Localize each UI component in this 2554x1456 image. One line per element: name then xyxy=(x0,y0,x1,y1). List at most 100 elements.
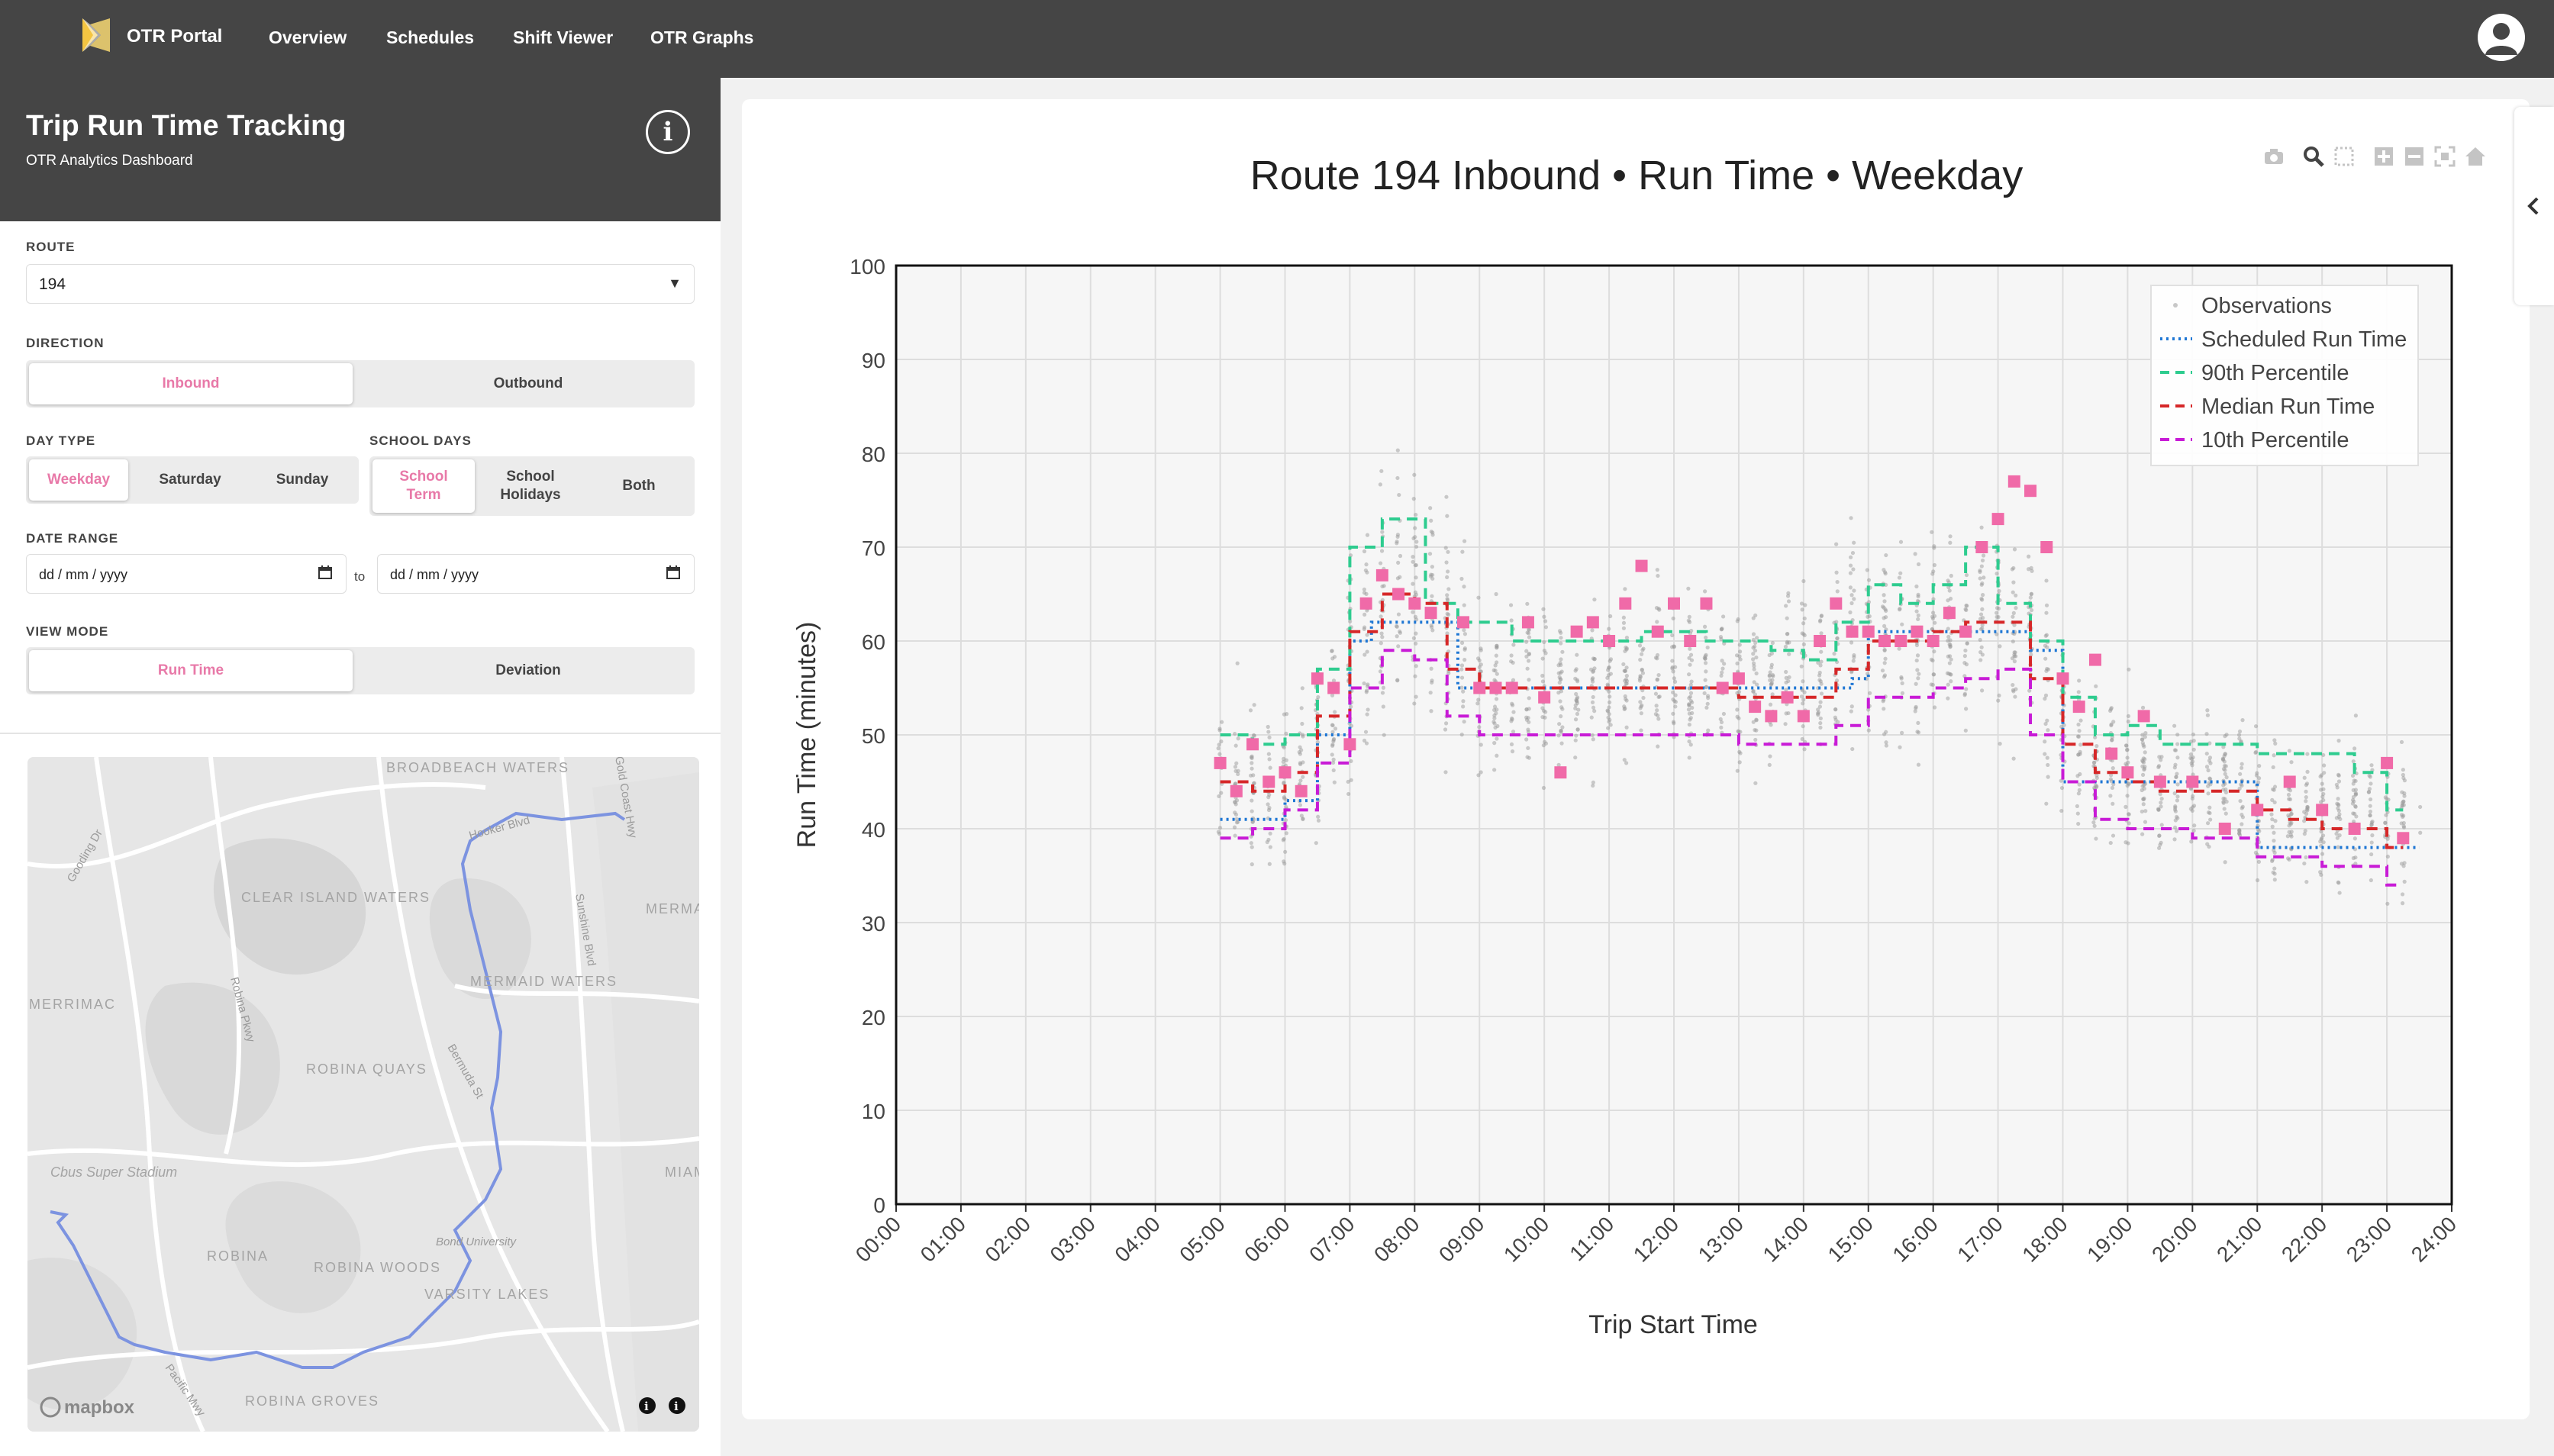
observation-point xyxy=(1980,558,1985,563)
x-axis-title: Trip Start Time xyxy=(1588,1310,1758,1339)
school-days-holidays-button[interactable]: School Holidays xyxy=(500,469,561,503)
day-type-sunday-button[interactable]: Sunday xyxy=(276,472,329,488)
calendar-icon[interactable] xyxy=(318,565,332,579)
observation-point xyxy=(1509,742,1514,747)
view-mode-deviation-button[interactable]: Deviation xyxy=(495,662,561,678)
road-network xyxy=(27,757,699,1432)
view-mode-run-time-button[interactable]: Run Time xyxy=(29,650,353,691)
user-avatar-icon[interactable] xyxy=(2478,14,2525,61)
observation-point xyxy=(1234,761,1239,765)
mapbox-logo[interactable]: mapbox xyxy=(40,1396,135,1418)
observation-point xyxy=(1559,641,1563,646)
zoom-in-icon[interactable] xyxy=(2372,145,2395,168)
observation-point xyxy=(1719,627,1724,632)
school-days-both-button[interactable]: Both xyxy=(622,478,656,494)
highlighted-trip-marker xyxy=(1700,597,1713,610)
observation-point xyxy=(1654,704,1659,708)
nav-overview[interactable]: Overview xyxy=(269,27,347,47)
calendar-icon[interactable] xyxy=(666,565,680,579)
observation-point xyxy=(1430,594,1434,598)
map-info-icon[interactable]: i xyxy=(669,1397,685,1414)
observation-point xyxy=(2188,755,2193,760)
nav-otr-graphs[interactable]: OTR Graphs xyxy=(650,27,754,47)
direction-outbound-button[interactable]: Outbound xyxy=(493,375,563,391)
observation-point xyxy=(1981,593,1985,598)
day-type-weekday-button[interactable]: Weekday xyxy=(29,459,128,501)
direction-inbound-button[interactable]: Inbound xyxy=(29,363,353,404)
observation-point xyxy=(2223,790,2229,794)
brand-name[interactable]: OTR Portal xyxy=(127,26,223,47)
observation-point xyxy=(1816,710,1821,715)
observation-point xyxy=(1768,670,1772,675)
day-type-saturday-button[interactable]: Saturday xyxy=(159,472,221,488)
observation-point xyxy=(1540,706,1545,710)
observation-point xyxy=(2221,767,2227,771)
observation-point xyxy=(1737,760,1742,765)
observation-point xyxy=(1494,711,1498,716)
observation-point xyxy=(1914,658,1919,663)
observation-point xyxy=(1687,703,1691,708)
observation-point xyxy=(1621,662,1626,667)
observation-point xyxy=(2143,750,2147,755)
route-select[interactable]: 194 ▼ xyxy=(26,264,695,304)
autoscale-icon[interactable] xyxy=(2433,145,2456,168)
x-tick-label: 16:00 xyxy=(1888,1212,1942,1266)
observation-point xyxy=(1978,612,1984,617)
observation-point xyxy=(1799,601,1804,606)
info-icon[interactable]: i xyxy=(646,110,690,154)
chevron-left-icon[interactable] xyxy=(2514,107,2554,305)
observation-point xyxy=(1621,615,1626,620)
box-select-icon[interactable] xyxy=(2333,145,2356,168)
observation-point xyxy=(1298,803,1303,807)
route-line[interactable] xyxy=(50,811,626,1369)
otr-logo-icon[interactable] xyxy=(79,17,114,53)
observation-point xyxy=(1703,661,1708,665)
route-map[interactable]: BROADBEACH WATERS CLEAR ISLAND WATERS ME… xyxy=(27,757,699,1432)
observation-point xyxy=(1219,739,1224,744)
zoom-icon[interactable] xyxy=(2302,145,2325,168)
school-days-toggle: School Term School Holidays Both xyxy=(369,456,695,516)
zoom-out-icon[interactable] xyxy=(2403,145,2426,168)
observation-point xyxy=(1250,761,1254,765)
nav-schedules[interactable]: Schedules xyxy=(386,27,475,47)
date-to-input[interactable]: dd / mm / yyyy xyxy=(377,554,695,594)
observation-point xyxy=(1704,685,1709,689)
observation-point xyxy=(2207,776,2212,781)
observation-point xyxy=(2236,828,2242,833)
observation-point xyxy=(2270,858,2275,862)
observation-point xyxy=(1835,589,1840,594)
x-tick-label: 18:00 xyxy=(2017,1212,2072,1266)
observation-point xyxy=(1492,721,1497,726)
observation-point xyxy=(1719,636,1724,642)
observation-point xyxy=(1656,744,1660,749)
observation-point xyxy=(1702,691,1707,696)
date-from-input[interactable]: dd / mm / yyyy xyxy=(26,554,347,594)
observation-point xyxy=(2368,809,2373,814)
observation-point xyxy=(1365,633,1369,637)
panel-collapse-tab[interactable] xyxy=(2514,107,2554,305)
reset-home-icon[interactable] xyxy=(2464,145,2487,168)
observation-point xyxy=(1397,492,1401,498)
observation-point xyxy=(2223,787,2228,792)
nav-shift-viewer[interactable]: Shift Viewer xyxy=(513,27,614,47)
chart-legend[interactable]: Observations Scheduled Run Time 90th Perce… xyxy=(2150,285,2419,466)
observation-point xyxy=(1556,762,1561,767)
observation-point xyxy=(2059,785,2065,791)
observation-point xyxy=(1492,716,1497,720)
observation-point xyxy=(2108,840,2113,846)
camera-icon[interactable] xyxy=(2262,145,2285,168)
observation-point xyxy=(2075,811,2080,816)
observation-point xyxy=(1688,717,1692,722)
school-days-term-button[interactable]: School Term xyxy=(372,459,475,513)
observation-point xyxy=(1430,565,1434,569)
observation-point xyxy=(1495,753,1499,758)
observation-point xyxy=(1930,610,1936,615)
map-info-icon[interactable]: i xyxy=(639,1397,656,1414)
observation-point xyxy=(1787,640,1791,645)
highlighted-trip-marker xyxy=(1554,766,1567,779)
observation-point xyxy=(1591,694,1595,700)
observation-point xyxy=(2288,812,2294,817)
run-time-chart[interactable]: Route 194 Inbound • Run Time • Weekday 0… xyxy=(742,99,2530,1419)
observation-point xyxy=(2288,820,2292,825)
observation-point xyxy=(2368,813,2372,818)
